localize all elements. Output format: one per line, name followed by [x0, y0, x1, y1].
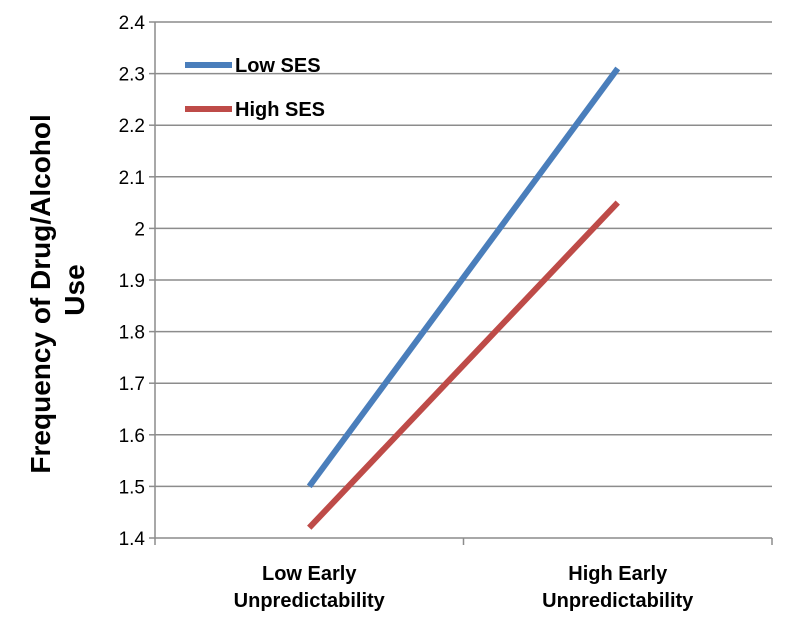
y-tick-label: 1.9 — [119, 271, 145, 292]
gridlines — [155, 21, 772, 488]
y-axis-label-line-1: Frequency of Drug/Alcohol — [25, 114, 56, 473]
x-category-label-line: Low Early — [262, 563, 357, 585]
series-line-high-ses — [307, 200, 620, 530]
x-category-labels: Low Early Unpredictability High Early Unpre… — [234, 563, 695, 612]
axes — [149, 21, 773, 545]
y-axis-label: Frequency of Drug/Alcohol Use — [25, 106, 90, 473]
x-category-label-line: High Early — [568, 563, 668, 585]
y-tick-labels: 1.4 1.5 1.6 1.7 1.8 1.9 2 2.1 2.2 2.3 2.4 — [119, 13, 146, 550]
y-tick-label: 2.2 — [119, 116, 145, 137]
legend-label: Low SES — [235, 55, 321, 77]
y-tick-label: 2.1 — [119, 168, 145, 189]
y-tick-label: 1.8 — [119, 323, 145, 344]
y-tick-label: 1.6 — [119, 426, 145, 447]
y-tick-label: 2 — [134, 219, 145, 240]
x-category-label-line: Unpredictability — [234, 590, 386, 612]
y-axis-label-line-2: Use — [59, 264, 90, 315]
series-line-low-ses — [306, 66, 621, 489]
y-tick-label: 1.7 — [119, 374, 145, 395]
x-category-label: Low Early Unpredictability — [234, 563, 386, 612]
legend: Low SES High SES — [185, 55, 325, 121]
x-category-label-line: Unpredictability — [542, 590, 694, 612]
y-tick-label: 2.4 — [119, 13, 146, 34]
y-tick-label: 1.5 — [119, 477, 145, 498]
x-category-label: High Early Unpredictability — [542, 563, 694, 612]
legend-label: High SES — [235, 99, 325, 121]
y-tick-label: 1.4 — [119, 529, 146, 550]
y-tick-label: 2.3 — [119, 65, 145, 86]
series-lines — [306, 66, 621, 530]
